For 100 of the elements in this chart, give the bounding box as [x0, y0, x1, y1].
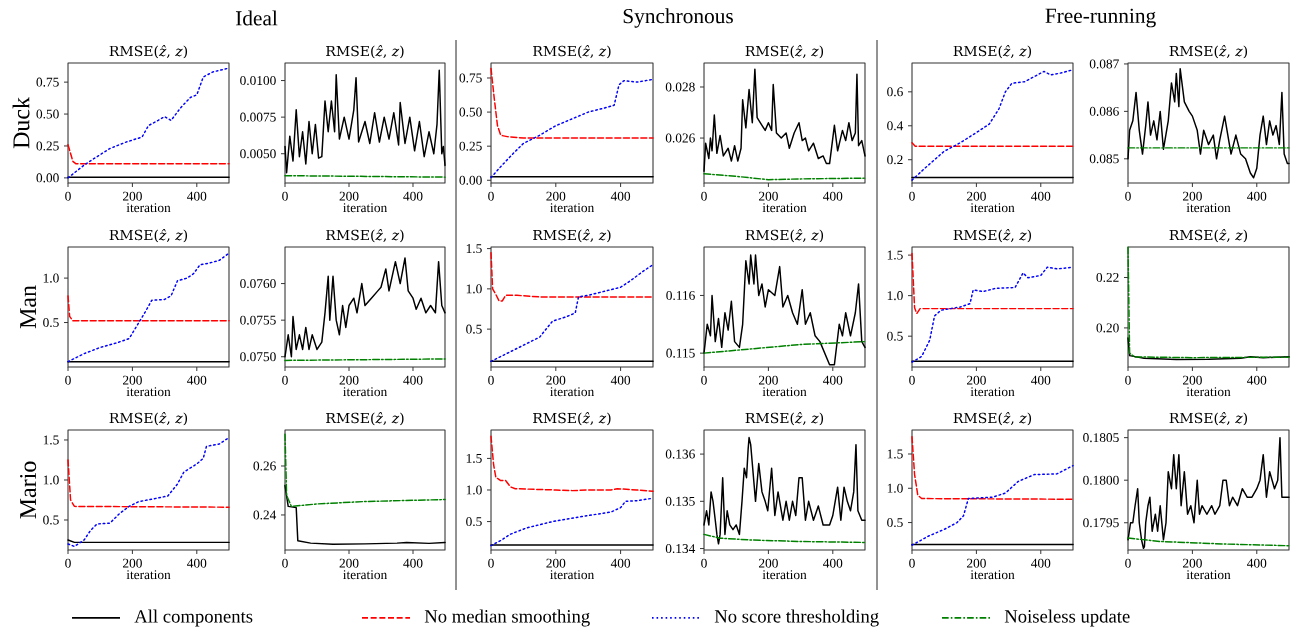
x-tick-label: 400 — [1247, 375, 1267, 385]
x-tick-label: 0 — [488, 558, 494, 568]
y-tick-label: 0.116 — [666, 290, 695, 300]
x-tick-label: 0 — [701, 558, 707, 568]
y-tick-label: 0.5 — [466, 517, 482, 527]
y-tick-label: 0.20 — [1096, 323, 1119, 333]
y-axis-title: Duck — [12, 96, 30, 149]
line-series — [911, 436, 1074, 500]
chart-title: RMSE(ẑ, z) — [326, 228, 404, 243]
x-tick-label: 200 — [1182, 558, 1202, 568]
y-tick-label: 0.0755 — [240, 315, 276, 325]
x-tick-label: 0 — [282, 558, 288, 568]
y-tick-label: 0.25 — [459, 141, 482, 151]
x-tick-label: 200 — [966, 375, 986, 385]
y-tick-label: 0.50 — [36, 109, 59, 119]
text: Free-running — [1045, 8, 1156, 28]
y-tick-label: 1.0 — [887, 483, 903, 493]
chart-title: RMSE(ẑ, z) — [326, 411, 404, 426]
x-tick-label: 200 — [122, 191, 142, 201]
x-tick-label: 400 — [1031, 558, 1051, 568]
chart-title: RMSE(ẑ, z) — [745, 411, 824, 426]
y-tick-label: 0.0100 — [240, 76, 276, 86]
y-tick-label: 1.5 — [887, 250, 903, 260]
chart-title: RMSE(ẑ, z) — [1169, 228, 1248, 243]
chart-title: RMSE(ẑ, z) — [109, 44, 188, 59]
y-tick-label: 0.0750 — [240, 352, 276, 362]
y-tick-label: 1.5 — [43, 435, 59, 445]
chart-title: RMSE(ẑ, z) — [533, 228, 611, 243]
x-axis-title: iteration — [343, 387, 388, 397]
y-tick-label: 0.50 — [459, 107, 482, 117]
x-tick-label: 200 — [339, 375, 359, 385]
x-tick-label: 200 — [758, 558, 778, 568]
x-tick-label: 0 — [65, 191, 71, 201]
line-series — [703, 340, 866, 354]
x-tick-label: 0 — [909, 191, 915, 201]
chart-title: RMSE(ẑ, z) — [109, 228, 188, 243]
y-tick-label: 0.6 — [887, 87, 903, 97]
x-tick-label: 200 — [758, 375, 778, 385]
x-tick-label: 200 — [122, 375, 142, 385]
y-tick-label: 0.75 — [459, 73, 482, 83]
line-series — [284, 69, 446, 174]
chart-title: RMSE(ẑ, z) — [953, 411, 1032, 426]
y-tick-label: 0.026 — [665, 133, 695, 143]
line-series — [490, 497, 654, 547]
x-axis-title: iteration — [1186, 387, 1231, 397]
x-tick-label: 400 — [1247, 558, 1267, 568]
x-tick-label: 400 — [403, 191, 423, 201]
chart-title: RMSE(ẑ, z) — [745, 228, 824, 243]
x-tick-label: 0 — [65, 558, 71, 568]
x-axis-title: iteration — [343, 203, 388, 213]
x-tick-label: 0 — [701, 191, 707, 201]
line-series — [490, 67, 654, 139]
x-tick-label: 200 — [966, 191, 986, 201]
y-tick-label: 0.75 — [36, 77, 59, 87]
line-series — [911, 266, 1074, 363]
x-tick-label: 0 — [1125, 375, 1131, 385]
chart-title: RMSE(ẑ, z) — [533, 44, 611, 59]
x-tick-label: 0 — [909, 558, 915, 568]
x-tick-label: 0 — [1125, 191, 1131, 201]
x-tick-label: 0 — [65, 375, 71, 385]
x-tick-label: 400 — [823, 558, 843, 568]
x-axis-title: iteration — [126, 570, 171, 580]
x-tick-label: 400 — [187, 375, 207, 385]
y-axis-title: Man — [20, 285, 37, 329]
chart-title: RMSE(ẑ, z) — [1169, 44, 1248, 59]
chart-title: RMSE(ẑ, z) — [326, 44, 404, 59]
y-tick-label: 0.1800 — [1083, 475, 1119, 485]
line-series — [284, 257, 446, 358]
x-tick-label: 400 — [823, 191, 843, 201]
x-axis-title: iteration — [970, 203, 1015, 213]
chart-title: RMSE(ẑ, z) — [953, 44, 1032, 59]
y-tick-label: 0.086 — [1089, 106, 1119, 116]
chart-title: RMSE(ẑ, z) — [953, 228, 1032, 243]
x-axis-title: iteration — [762, 387, 807, 397]
line-series — [67, 459, 230, 508]
y-tick-label: 0.135 — [665, 496, 695, 506]
x-tick-label: 400 — [403, 375, 423, 385]
x-axis-title: iteration — [970, 570, 1015, 580]
x-tick-label: 200 — [339, 558, 359, 568]
y-tick-label: 0.25 — [36, 141, 59, 151]
x-tick-label: 0 — [488, 191, 494, 201]
x-axis-title: iteration — [126, 203, 171, 213]
x-tick-label: 200 — [546, 375, 566, 385]
x-axis-title: iteration — [762, 203, 807, 213]
x-axis-title: iteration — [762, 570, 807, 580]
line-series — [1127, 337, 1290, 361]
chart-title: RMSE(ẑ, z) — [1169, 411, 1248, 426]
y-tick-label: 1.5 — [887, 449, 903, 459]
y-tick-label: 1.5 — [466, 453, 482, 463]
y-tick-label: 0.134 — [665, 544, 696, 554]
x-tick-label: 0 — [909, 375, 915, 385]
y-tick-label: 0.26 — [253, 461, 276, 471]
x-axis-title: iteration — [343, 570, 388, 580]
x-tick-label: 400 — [1247, 191, 1267, 201]
chart-title: RMSE(ẑ, z) — [109, 411, 188, 426]
x-tick-label: 200 — [1182, 191, 1202, 201]
y-tick-label: 0.0760 — [240, 279, 276, 289]
x-tick-label: 200 — [339, 191, 359, 201]
x-tick-label: 400 — [1031, 191, 1051, 201]
line-series — [67, 252, 230, 363]
